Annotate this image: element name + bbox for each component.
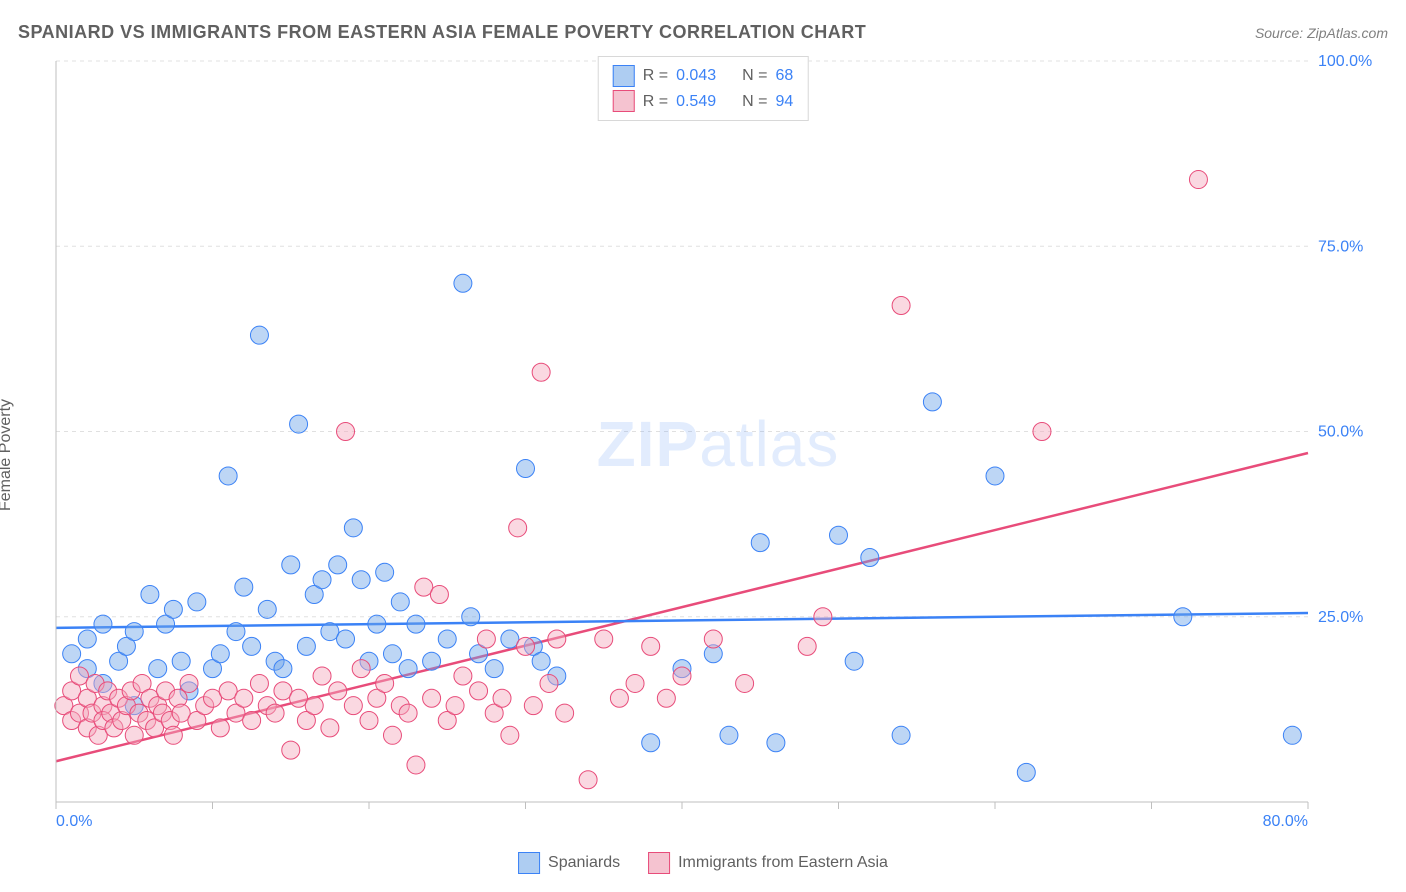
legend-item-series2: Immigrants from Eastern Asia	[648, 852, 888, 874]
statistics-legend: R = 0.043 N = 68 R = 0.549 N = 94	[598, 56, 809, 121]
y-axis-label: Female Poverty	[0, 399, 15, 511]
swatch-series2-icon	[648, 852, 670, 874]
swatch-series1-icon	[518, 852, 540, 874]
x-axis-legend: Spaniards Immigrants from Eastern Asia	[518, 852, 888, 874]
stats-row-series2: R = 0.549 N = 94	[613, 89, 794, 115]
svg-text:100.0%: 100.0%	[1318, 55, 1372, 70]
source-attribution: Source: ZipAtlas.com	[1255, 25, 1388, 41]
legend-item-series1: Spaniards	[518, 852, 620, 874]
svg-text:0.0%: 0.0%	[56, 813, 92, 830]
swatch-series2-icon	[613, 90, 635, 112]
svg-text:80.0%: 80.0%	[1263, 813, 1308, 830]
chart-title: SPANIARD VS IMMIGRANTS FROM EASTERN ASIA…	[18, 22, 866, 43]
scatter-plot-svg: 25.0% 50.0% 75.0% 100.0% 0.0% 80.0%	[48, 55, 1388, 832]
stats-row-series1: R = 0.043 N = 68	[613, 63, 794, 89]
svg-text:25.0%: 25.0%	[1318, 609, 1363, 626]
chart-area: 25.0%50.0%75.0%100.0%0.0%80.0% ZIPatlas	[48, 55, 1388, 832]
svg-text:50.0%: 50.0%	[1318, 424, 1363, 441]
swatch-series1-icon	[613, 65, 635, 87]
svg-text:75.0%: 75.0%	[1318, 238, 1363, 255]
